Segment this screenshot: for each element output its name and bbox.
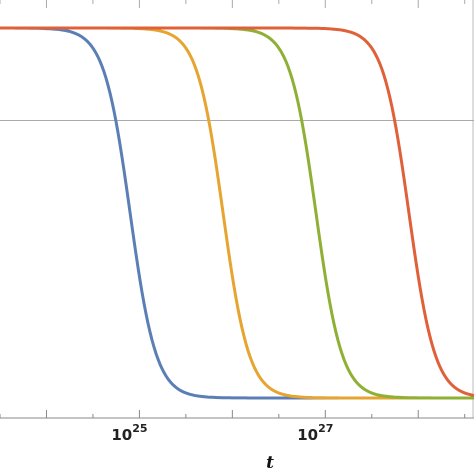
x-axis-title: t (266, 453, 274, 473)
series-line-3 (0, 26, 474, 400)
series-line-2 (0, 26, 474, 400)
x-tick-label-1: 1025 (111, 422, 147, 444)
x-tick-label-2: 1027 (297, 422, 333, 444)
series-line-4 (0, 26, 474, 397)
series-line-1 (0, 26, 474, 400)
